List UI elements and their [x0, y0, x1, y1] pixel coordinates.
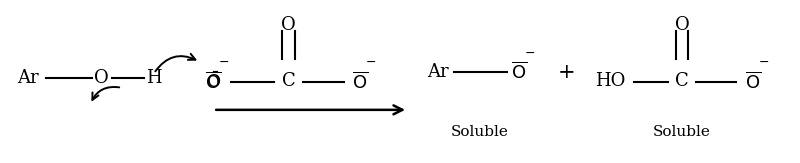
Text: C: C	[282, 73, 296, 90]
Text: $-$: $-$	[218, 55, 229, 67]
Text: HO: HO	[595, 73, 626, 90]
Text: $-$: $-$	[524, 46, 535, 59]
Text: Soluble: Soluble	[450, 125, 508, 139]
Text: $-$: $-$	[758, 55, 770, 67]
Text: $\overline{\rm O}$: $\overline{\rm O}$	[511, 62, 527, 82]
Text: H: H	[146, 69, 162, 87]
Text: Ar: Ar	[427, 63, 449, 81]
Text: Ar: Ar	[18, 69, 39, 87]
Text: $\overline{\rm O}$: $\overline{\rm O}$	[206, 71, 222, 92]
Text: Soluble: Soluble	[653, 125, 711, 139]
Text: O: O	[674, 16, 690, 34]
Text: O: O	[282, 16, 296, 34]
Text: C: C	[675, 73, 689, 90]
Text: O: O	[94, 69, 109, 87]
Text: $\overline{\rm O}$: $\overline{\rm O}$	[746, 71, 762, 92]
Text: $\bar{\mathrm{O}}$: $\bar{\mathrm{O}}$	[206, 71, 221, 92]
Text: $\overline{\rm O}$: $\overline{\rm O}$	[352, 71, 368, 92]
Text: +: +	[558, 63, 576, 82]
Text: $-$: $-$	[365, 55, 376, 67]
